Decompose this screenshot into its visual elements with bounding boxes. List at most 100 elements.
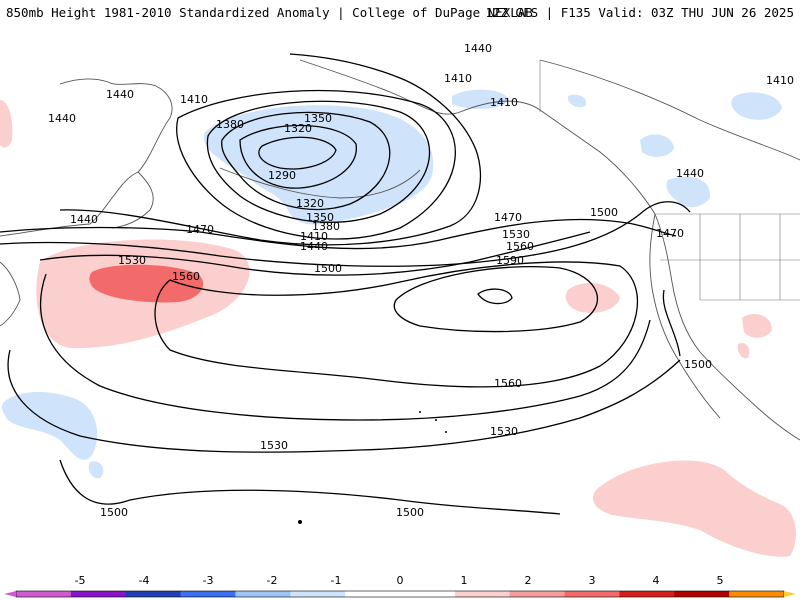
contour-label: 1410 <box>766 74 794 87</box>
contour-label: 1560 <box>494 377 522 390</box>
pacific-northwest-negative-anomaly <box>640 134 674 157</box>
contour-label: 1440 <box>464 42 492 55</box>
alaska-coastline <box>299 59 800 441</box>
hawaii-island-dot <box>445 431 447 433</box>
hawaii-island-dot <box>419 411 421 413</box>
subtropical-positive-anomaly <box>592 460 796 557</box>
colorbar-segment <box>619 591 675 597</box>
contour-label: 1470 <box>656 227 684 240</box>
kamchatka-coastline <box>111 171 154 229</box>
colorbar-tick: 5 <box>717 574 724 587</box>
contour-1590-center <box>477 288 513 305</box>
contour-label: 1590 <box>496 254 524 267</box>
contour-label: 1500 <box>684 358 712 371</box>
colorbar-ticks: -5 -4 -3 -2 -1 0 1 2 3 4 5 <box>75 574 724 587</box>
contour-label: 1470 <box>494 211 522 224</box>
colorbar-tick: 4 <box>653 574 660 587</box>
colorbar-tick: -3 <box>203 574 214 587</box>
contour-label: 1380 <box>312 220 340 233</box>
contour-1290 <box>258 136 337 170</box>
contour-label: 1500 <box>314 262 342 275</box>
contour-1320 <box>239 124 357 189</box>
colorbar-segment <box>454 591 511 597</box>
aleutian-islands <box>219 167 421 199</box>
anomaly-map: 1440 1410 1440 1410 1440 1410 1410 1380 … <box>0 24 800 571</box>
contour-label: 1530 <box>490 425 518 438</box>
colorbar-segment <box>564 591 620 597</box>
contour-1590-closed <box>393 265 598 333</box>
contour-1530-south <box>7 349 681 453</box>
contour-label: 1320 <box>296 197 324 210</box>
contour-label: 1500 <box>100 506 128 519</box>
canada-negative-anomaly <box>731 92 782 120</box>
contour-1500-south <box>59 459 561 515</box>
contour-label: 1560 <box>172 270 200 283</box>
canada-negative-anomaly-b <box>567 94 587 108</box>
western-pacific-negative-anomaly <box>1 392 98 460</box>
contour-label: 1560 <box>506 240 534 253</box>
contour-label: 1350 <box>304 112 332 125</box>
contour-label: 1440 <box>300 240 328 253</box>
contour-label: 1290 <box>268 169 296 182</box>
contour-1530-north <box>39 231 591 276</box>
colorbar-tick: 2 <box>525 574 532 587</box>
colorbar-segment <box>509 591 566 597</box>
contour-label: 1380 <box>216 118 244 131</box>
northwest-pacific-strong-positive <box>89 264 204 303</box>
colorbar-segment <box>125 591 182 597</box>
colorbar-segment <box>729 591 785 597</box>
colorbar-segment <box>16 591 72 597</box>
gulf-of-alaska-inner-anomaly <box>260 131 361 174</box>
contour-label: 1470 <box>186 223 214 236</box>
contour-label: 1350 <box>306 211 334 224</box>
hawaii-island-dot <box>435 419 437 421</box>
contour-label: 1530 <box>502 228 530 241</box>
hawaii-island-dot <box>298 520 302 524</box>
island-markers <box>298 411 447 524</box>
state-boundaries <box>539 60 800 301</box>
colorbar-tick: -5 <box>75 574 86 587</box>
colorbar-segment <box>70 591 127 597</box>
colorbar-tick: -1 <box>331 574 342 587</box>
baja-coast <box>675 355 721 419</box>
contour-1500 <box>0 201 691 267</box>
contour-label: 1500 <box>396 506 424 519</box>
colorbar-right-arrow <box>784 591 796 597</box>
contour-label: 1440 <box>676 167 704 180</box>
contour-label: 1440 <box>106 88 134 101</box>
colorbar-tick: -2 <box>267 574 278 587</box>
colorbar-tick: 1 <box>461 574 468 587</box>
contour-1560-closed <box>154 261 639 388</box>
colorbar-tick: -4 <box>139 574 150 587</box>
baja-positive-anomaly <box>737 342 750 359</box>
colorbar-segments <box>4 590 796 598</box>
asia-coastline <box>0 78 173 237</box>
colorbar-left-arrow <box>4 591 16 597</box>
contour-label: 1500 <box>590 206 618 219</box>
contour-label: 1410 <box>180 93 208 106</box>
contour-1560-south <box>39 273 651 421</box>
colorbar-segment <box>400 591 456 597</box>
positive-anomaly-shading <box>0 100 796 557</box>
western-pacific-negative-spot <box>88 461 104 479</box>
mexico-positive-anomaly <box>742 314 772 338</box>
colorbar-segment <box>345 591 401 597</box>
contour-label: 1530 <box>118 254 146 267</box>
western-us-negative-anomaly <box>666 176 711 208</box>
contour-1410 <box>176 89 456 240</box>
contour-label: 1410 <box>490 96 518 109</box>
colorbar-tick: 0 <box>397 574 404 587</box>
contour-label: 1440 <box>70 213 98 226</box>
contour-label: 1410 <box>300 230 328 243</box>
contour-labels: 1440 1410 1440 1410 1440 1410 1410 1380 … <box>48 42 794 519</box>
coastlines <box>0 59 800 441</box>
contour-label: 1440 <box>48 112 76 125</box>
model-valid-time: 12Z GFS | F135 Valid: 03Z THU JUN 26 202… <box>485 5 794 20</box>
japan-coastline <box>0 261 21 327</box>
contour-label: 1320 <box>284 122 312 135</box>
contour-label: 1530 <box>260 439 288 452</box>
height-contours <box>0 53 691 515</box>
anomaly-colorbar: -5 -4 -3 -2 -1 0 1 2 3 4 5 <box>0 571 800 600</box>
us-west-coast <box>649 213 677 357</box>
colorbar-tick: 3 <box>589 574 596 587</box>
